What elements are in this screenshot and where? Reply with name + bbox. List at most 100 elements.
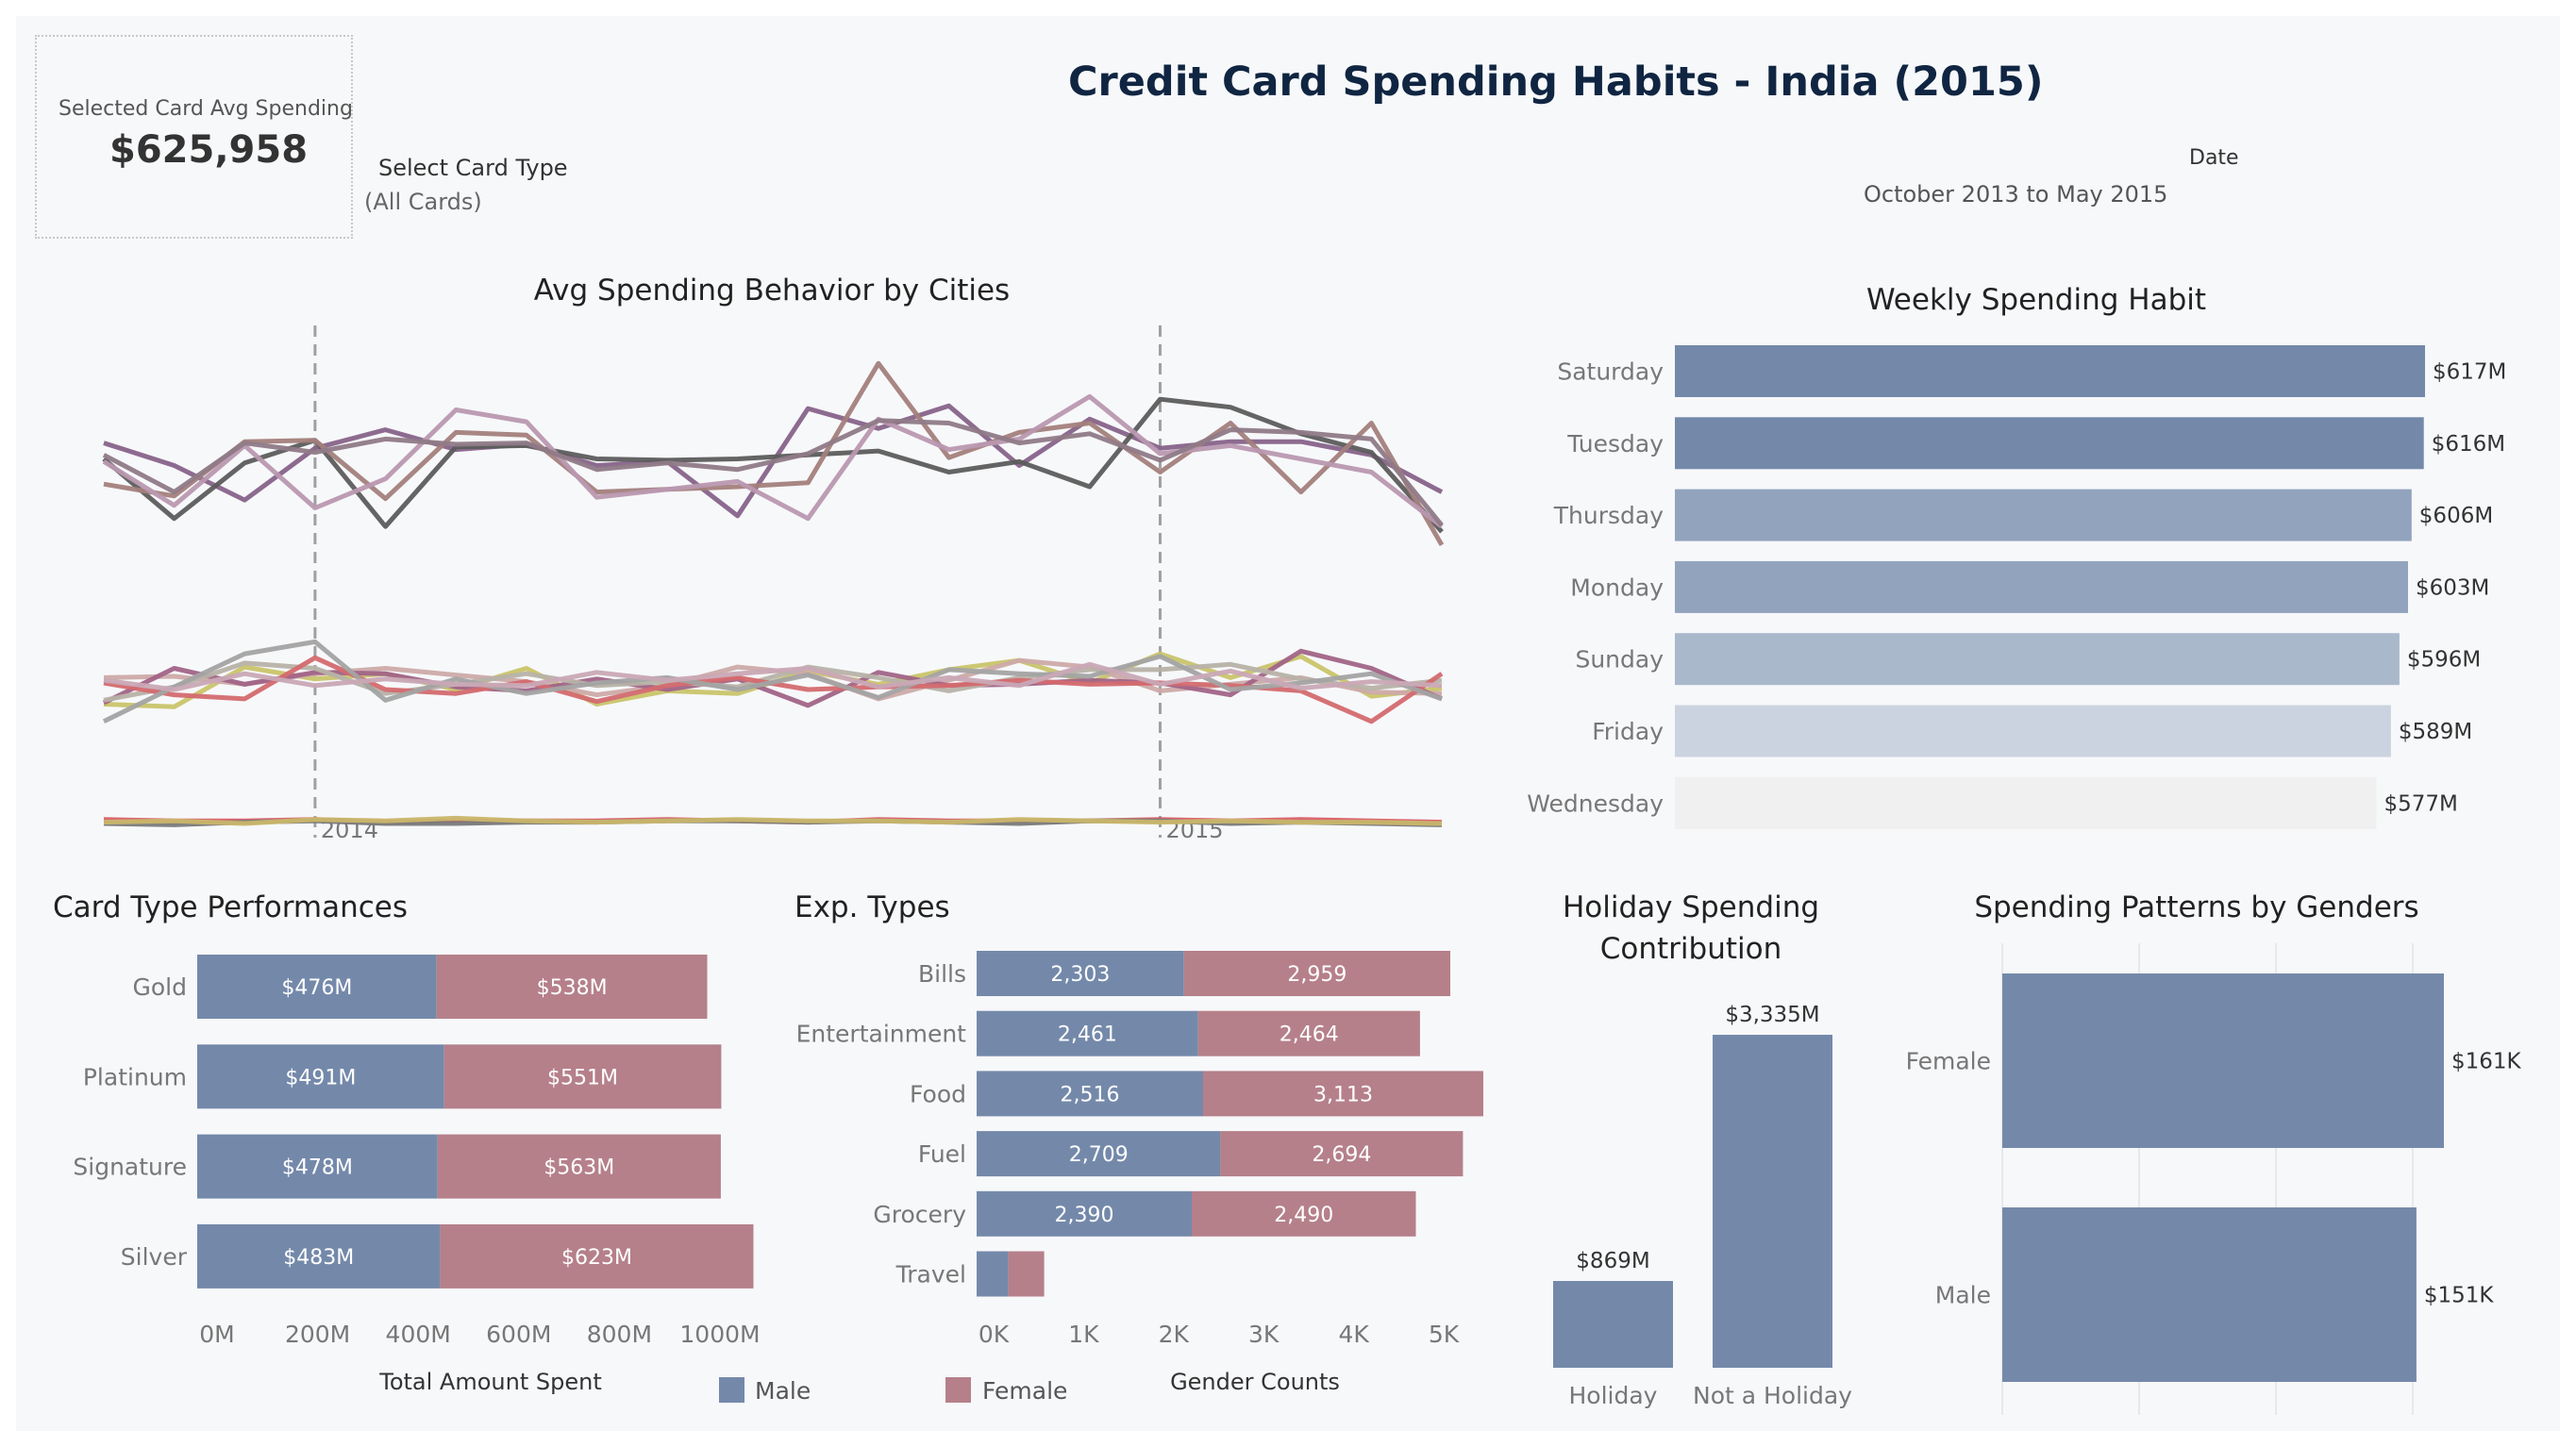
cardtype-female-bar	[440, 1223, 754, 1289]
card-type-filter[interactable]: (All Cards)	[364, 189, 482, 215]
exptype-label: Bills	[918, 960, 966, 988]
cardtype-male-bar	[197, 1134, 438, 1199]
weekday-value-label: $577M	[2384, 791, 2458, 816]
cardtype-female-value: $623M	[561, 1246, 632, 1270]
cardtype-male-bar	[197, 1223, 441, 1289]
gender-value-label: $161K	[2451, 1050, 2522, 1074]
exptypes-x-tick: 4K	[1338, 1321, 1369, 1348]
legend-female-swatch	[945, 1377, 971, 1403]
gender-bar-chart: Female $161K Male $151K	[1906, 943, 2522, 1415]
exptypes-x-tick: 0K	[979, 1321, 1010, 1348]
exptype-female-value: 2,959	[1287, 963, 1347, 987]
weekday-value-label: $596M	[2407, 648, 2481, 673]
date-range[interactable]: October 2013 to May 2015	[1864, 181, 2168, 208]
weekday-label: Saturday	[1557, 358, 1664, 386]
weekday-value-label: $617M	[2433, 360, 2506, 385]
holiday-chart-title: Holiday Spending Contribution	[1563, 890, 1819, 966]
exptype-male-bar	[977, 1010, 1198, 1056]
page-title: Credit Card Spending Habits - India (201…	[1068, 58, 2044, 106]
weekday-bar	[1675, 489, 2412, 541]
exptype-male-bar	[977, 1131, 1221, 1177]
exptypes-x-tick: 1K	[1068, 1321, 1099, 1348]
weekday-label: Friday	[1592, 718, 1664, 745]
cardtype-label: Silver	[121, 1243, 188, 1271]
exptypes-x-tick: 3K	[1248, 1321, 1280, 1348]
gender-bar	[2002, 1207, 2417, 1382]
city-series-line	[102, 393, 1444, 529]
exptype-label: Entertainment	[796, 1021, 967, 1048]
cardtype-x-tick: 400M	[386, 1321, 451, 1348]
exptype-male-value: 2,303	[1050, 963, 1110, 987]
exptype-male-bar	[977, 951, 1184, 996]
weekly-chart-title: Weekly Spending Habit	[1866, 283, 2206, 317]
holiday-bar-chart: $869M Holiday $3,335M Not a Holiday	[1553, 1003, 1852, 1409]
city-series-line	[102, 639, 1443, 724]
kpi-label: Selected Card Avg Spending	[59, 97, 353, 121]
cardtype-label: Platinum	[83, 1063, 187, 1090]
exptypes-chart-title: Exp. Types	[795, 890, 950, 924]
gender-label: Male	[1935, 1282, 1991, 1309]
weekday-bar	[1675, 776, 2377, 829]
kpi-card	[35, 35, 353, 239]
exptypes-x-axis-title: Gender Counts	[1170, 1369, 1340, 1395]
cardtype-x-tick: 1000M	[679, 1321, 760, 1348]
weekday-bar	[1675, 560, 2408, 613]
exptype-male-value: 2,709	[1069, 1143, 1129, 1167]
weekday-bar	[1675, 705, 2391, 757]
weekday-value-label: $606M	[2419, 504, 2493, 528]
cities-line-chart: 2014 2015	[102, 325, 1445, 843]
exptype-male-value: 2,516	[1061, 1083, 1120, 1106]
gender-value-label: $151K	[2424, 1284, 2495, 1308]
cardtype-male-bar	[197, 955, 437, 1019]
weekday-value-label: $589M	[2399, 720, 2472, 744]
weekday-label: Sunday	[1575, 646, 1664, 674]
exptype-male-value: 2,461	[1058, 1023, 1117, 1047]
holiday-value-label: $869M	[1576, 1249, 1649, 1273]
exptypes-bar-chart: 0K 1K 2K 3K 4K 5K Bills 2,303 2,959 Entertainment…	[796, 951, 1483, 1348]
holiday-value-label: $3,335M	[1725, 1003, 1819, 1027]
cardtype-male-value: $476M	[281, 976, 352, 1000]
city-series-line	[102, 418, 1444, 527]
cardtype-male-value: $483M	[283, 1246, 354, 1270]
weekday-bar	[1675, 345, 2425, 397]
exptypes-x-tick: 5K	[1429, 1321, 1460, 1348]
gender-chart-title: Spending Patterns by Genders	[1974, 890, 2418, 924]
weekday-label: Monday	[1570, 574, 1664, 601]
exptype-label: Travel	[895, 1261, 966, 1289]
exptype-female-value: 2,694	[1312, 1143, 1371, 1167]
exptype-female-bar	[1203, 1071, 1483, 1117]
city-series-line	[103, 815, 1443, 826]
holiday-bar	[1553, 1281, 1673, 1368]
city-series-line	[102, 396, 1444, 534]
cardtype-chart-title: Card Type Performances	[53, 890, 408, 924]
weekday-value-label: $603M	[2416, 575, 2489, 600]
exptype-female-bar	[1183, 951, 1450, 996]
cardtype-x-tick: 200M	[285, 1321, 350, 1348]
cardtype-x-tick: 0M	[199, 1321, 234, 1348]
holiday-category-label: Holiday	[1569, 1382, 1658, 1409]
exptype-label: Grocery	[873, 1201, 966, 1228]
exptype-female-bar	[1220, 1131, 1464, 1177]
weekly-bar-chart: Saturday $617M Tuesday $616M Thursday $606M Mo…	[1527, 345, 2506, 829]
card-type-filter-label: Select Card Type	[378, 155, 568, 181]
cardtype-bar-chart: 0M 200M 400M 600M 800M 1000M Gold $476M $538M Pla…	[73, 955, 761, 1348]
kpi-value: $625,958	[109, 128, 309, 172]
exptype-female-bar	[1008, 1251, 1045, 1297]
cardtype-male-value: $491M	[285, 1066, 356, 1089]
weekday-label: Tuesday	[1566, 430, 1664, 457]
cardtype-x-tick: 800M	[587, 1321, 652, 1348]
weekday-value-label: $616M	[2432, 432, 2505, 457]
exptype-male-value: 2,390	[1055, 1204, 1114, 1227]
gender-bar	[2002, 973, 2444, 1148]
gender-label: Female	[1906, 1048, 1991, 1075]
legend-male-swatch	[719, 1377, 744, 1403]
cardtype-female-bar	[437, 1134, 721, 1199]
exptype-label: Fuel	[918, 1140, 966, 1168]
legend-female-label: Female	[982, 1377, 1067, 1405]
cardtype-x-tick: 600M	[486, 1321, 551, 1348]
weekday-bar	[1675, 417, 2424, 470]
weekday-label: Thursday	[1553, 502, 1664, 529]
exptype-female-bar	[1192, 1190, 1416, 1237]
cardtype-label: Gold	[133, 973, 187, 1001]
